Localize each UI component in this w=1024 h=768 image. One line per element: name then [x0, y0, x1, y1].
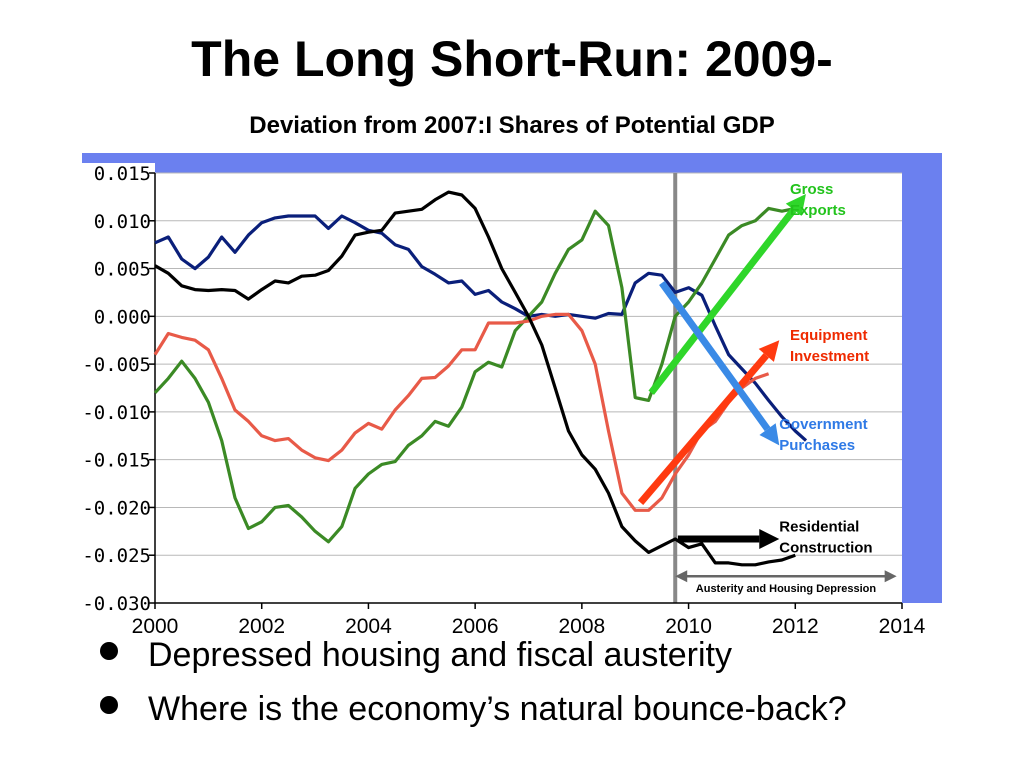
span-annotation-label: Austerity and Housing Depression: [696, 583, 877, 595]
arrow-shaft-exports: [648, 207, 797, 395]
x-tick-label: 2002: [238, 615, 285, 637]
x-tick-label: 2012: [772, 615, 819, 637]
series-label-line: Gross: [790, 181, 833, 198]
series-label-line: Construction: [779, 539, 872, 556]
slide-title: The Long Short-Run: 2009-: [191, 31, 833, 87]
bullet-item: Depressed housing and fiscal austerity: [100, 632, 1000, 680]
series-label-line: Residential: [779, 518, 859, 535]
arrow-shaft-equipment: [637, 353, 769, 505]
span-arrow-head-right: [884, 570, 897, 583]
arrow-shaft-government: [659, 280, 771, 432]
y-tick-label: -0.030: [82, 593, 151, 615]
series-label-line: Purchases: [779, 437, 855, 454]
bullet-dot-icon: [100, 642, 118, 660]
y-tick-label: 0.015: [94, 163, 151, 185]
series-line-equipment: [153, 312, 770, 512]
series-label-exports: Gross Exports: [790, 181, 846, 219]
series-label-government: Government Purchases: [779, 416, 867, 454]
series-labels: Austerity and Housing Depression Gross Exp…: [696, 181, 877, 595]
chart-panel: 0.015 0.010 0.005 0.000 -0.005 -0.010 -0.015 -0…: [82, 153, 942, 637]
x-tick-label: 2000: [132, 615, 179, 637]
arrow-head-residential: [759, 528, 780, 549]
series-label-line: Investment: [790, 348, 869, 365]
series-line-government: [154, 214, 808, 442]
y-tick-label: -0.010: [82, 402, 151, 424]
x-tick-label: 2004: [345, 615, 392, 637]
plot-area: [155, 173, 902, 603]
series-label-line: Government: [779, 416, 867, 433]
chart-title: Deviation from 2007:I Shares of Potentia…: [249, 112, 775, 139]
span-arrow-head-left: [675, 570, 688, 583]
arrow-head-government: [759, 423, 780, 446]
bullet-dot-icon: [100, 695, 118, 714]
x-tick-label: 2008: [558, 615, 605, 637]
y-tick-label: 0.010: [94, 211, 151, 233]
series-line-residential: [154, 190, 796, 567]
series-label-equipment: Equipment Investment: [790, 327, 869, 365]
y-tick-label: -0.025: [82, 545, 151, 567]
line-chart: 0.015 0.010 0.005 0.000 -0.005 -0.010 -0.015 -0…: [82, 163, 942, 637]
bullet-text: Where is the economy’s natural bounce-ba…: [148, 689, 847, 728]
x-tick-label: 2014: [879, 615, 926, 637]
y-tick-label: -0.015: [82, 450, 151, 472]
series-line-exports: [153, 206, 796, 544]
arrow-head-exports: [785, 194, 806, 216]
series-label-line: Exports: [790, 202, 846, 219]
bullet-text: Depressed housing and fiscal austerity: [148, 636, 732, 674]
bullet-list: Depressed housing and fiscal austerity W…: [100, 632, 1000, 739]
y-tick-label: 0.005: [94, 259, 151, 281]
x-tick-label: 2006: [452, 615, 499, 637]
trend-arrows: [637, 194, 897, 583]
series-label-line: Equipment: [790, 327, 868, 344]
x-tick-label: 2010: [665, 615, 712, 637]
y-tick-label: -0.005: [82, 354, 151, 376]
y-tick-label: 0.000: [94, 306, 151, 328]
x-axis-band: [155, 603, 942, 637]
bullet-item: Where is the economy’s natural bounce-ba…: [100, 686, 1000, 734]
series-label-residential: Residential Construction: [779, 518, 872, 556]
series-lines: [153, 190, 808, 567]
axes: 0.015 0.010 0.005 0.000 -0.005 -0.010 -0.015 -0…: [82, 163, 925, 637]
arrow-head-equipment: [758, 340, 780, 362]
y-tick-label: -0.020: [82, 497, 151, 519]
y-axis-band: [82, 163, 155, 637]
